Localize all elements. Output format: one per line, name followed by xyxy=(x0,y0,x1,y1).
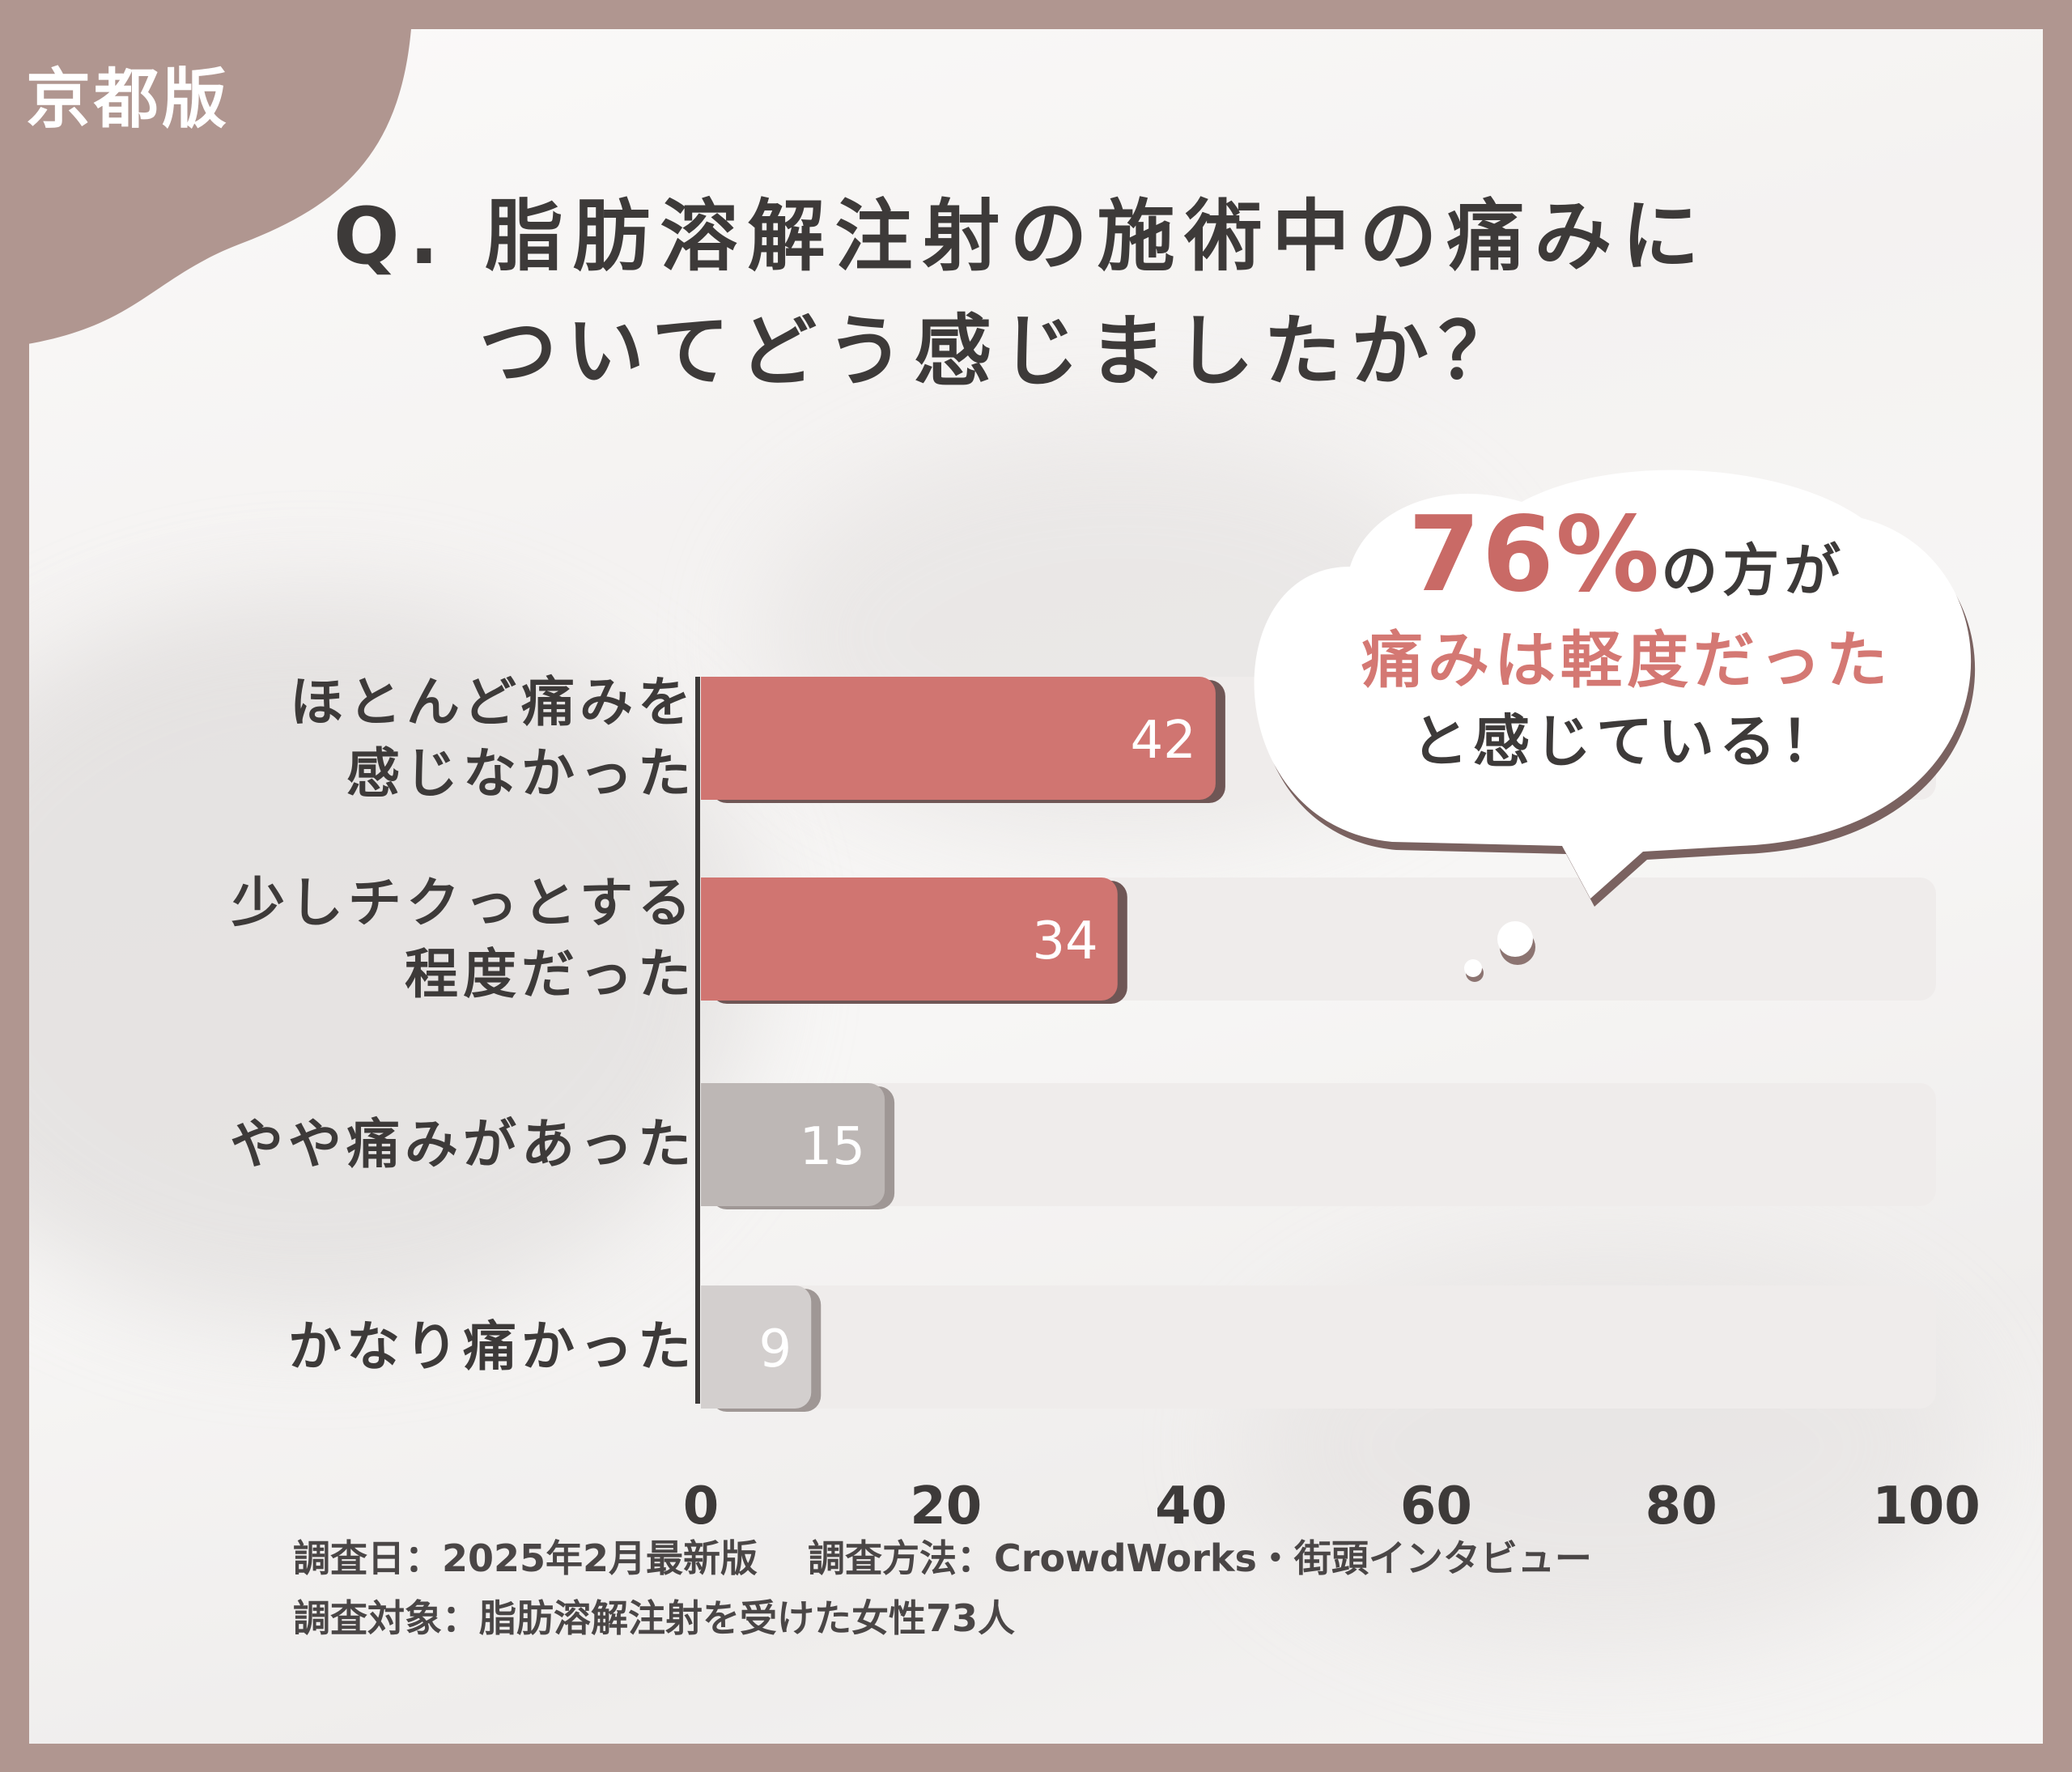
bar-track xyxy=(701,1083,1936,1206)
callout-text-3: と感じている！ xyxy=(1412,708,1842,775)
callout-text-1: の方が xyxy=(1661,538,1846,604)
bar xyxy=(701,677,1216,800)
category-label-line: やや痛みがあった xyxy=(230,1113,696,1175)
callout-text: 76%の方が 痛みは軽度だった と感じている！ xyxy=(1287,491,1967,782)
survey-footer: 調査日：2025年2月最新版 調査方法：CrowdWorks・街頭インタビュー … xyxy=(293,1528,1592,1648)
bar-left-edge xyxy=(701,878,725,1001)
category-label-line: 少しチクっとする xyxy=(231,872,696,934)
category-label-line: 程度だった xyxy=(405,943,696,1005)
bar xyxy=(701,1083,885,1206)
category-label-line: ほとんど痛みを xyxy=(289,671,696,733)
bar xyxy=(701,878,1118,1001)
bar-left-edge xyxy=(701,1083,725,1206)
question-title-line-1: Q. 脂肪溶解注射の施術中の痛みに xyxy=(333,191,1709,282)
bar-value-label: 34 xyxy=(1032,911,1098,971)
survey-footer-line-1: 調査日：2025年2月最新版 調査方法：CrowdWorks・街頭インタビュー xyxy=(293,1536,1592,1580)
x-tick-label: 20 xyxy=(910,1477,982,1536)
x-tick-label: 60 xyxy=(1400,1477,1472,1536)
callout-text-2: 痛みは軽度だった xyxy=(1361,624,1892,696)
corner-badge-shape xyxy=(0,0,413,348)
category-label: ほとんど痛みを感じなかった xyxy=(290,667,696,810)
background-shadow xyxy=(29,596,758,1324)
x-tick-label: 80 xyxy=(1645,1477,1717,1536)
bar-left-edge xyxy=(701,1285,725,1409)
category-label-line: かなり痛かった xyxy=(288,1315,696,1378)
x-tick-label: 100 xyxy=(1872,1477,1981,1536)
bar-value-label: 15 xyxy=(800,1117,865,1177)
category-label: かなり痛かった xyxy=(288,1311,696,1383)
bar-value-label: 9 xyxy=(759,1319,792,1379)
bar-value-label: 42 xyxy=(1130,711,1195,771)
speech-bubble xyxy=(1254,470,1976,982)
bar-track xyxy=(701,1285,1936,1409)
bar-left-edge xyxy=(701,677,725,800)
region-badge: 京都版 xyxy=(26,62,230,137)
question-title-line-2: ついてどう感じましたか？ xyxy=(479,306,1526,397)
bar xyxy=(701,1285,812,1409)
category-label-line: 感じなかった xyxy=(346,742,696,805)
category-label: 少しチクっとする程度だった xyxy=(231,868,696,1010)
survey-footer-line-2: 調査対象：脂肪溶解注射を受けた女性73人 xyxy=(293,1596,1016,1640)
callout-percentage: 76% xyxy=(1408,495,1662,615)
category-label: やや痛みがあった xyxy=(230,1109,696,1180)
x-tick-label: 0 xyxy=(683,1477,720,1536)
x-tick-label: 40 xyxy=(1155,1477,1227,1536)
